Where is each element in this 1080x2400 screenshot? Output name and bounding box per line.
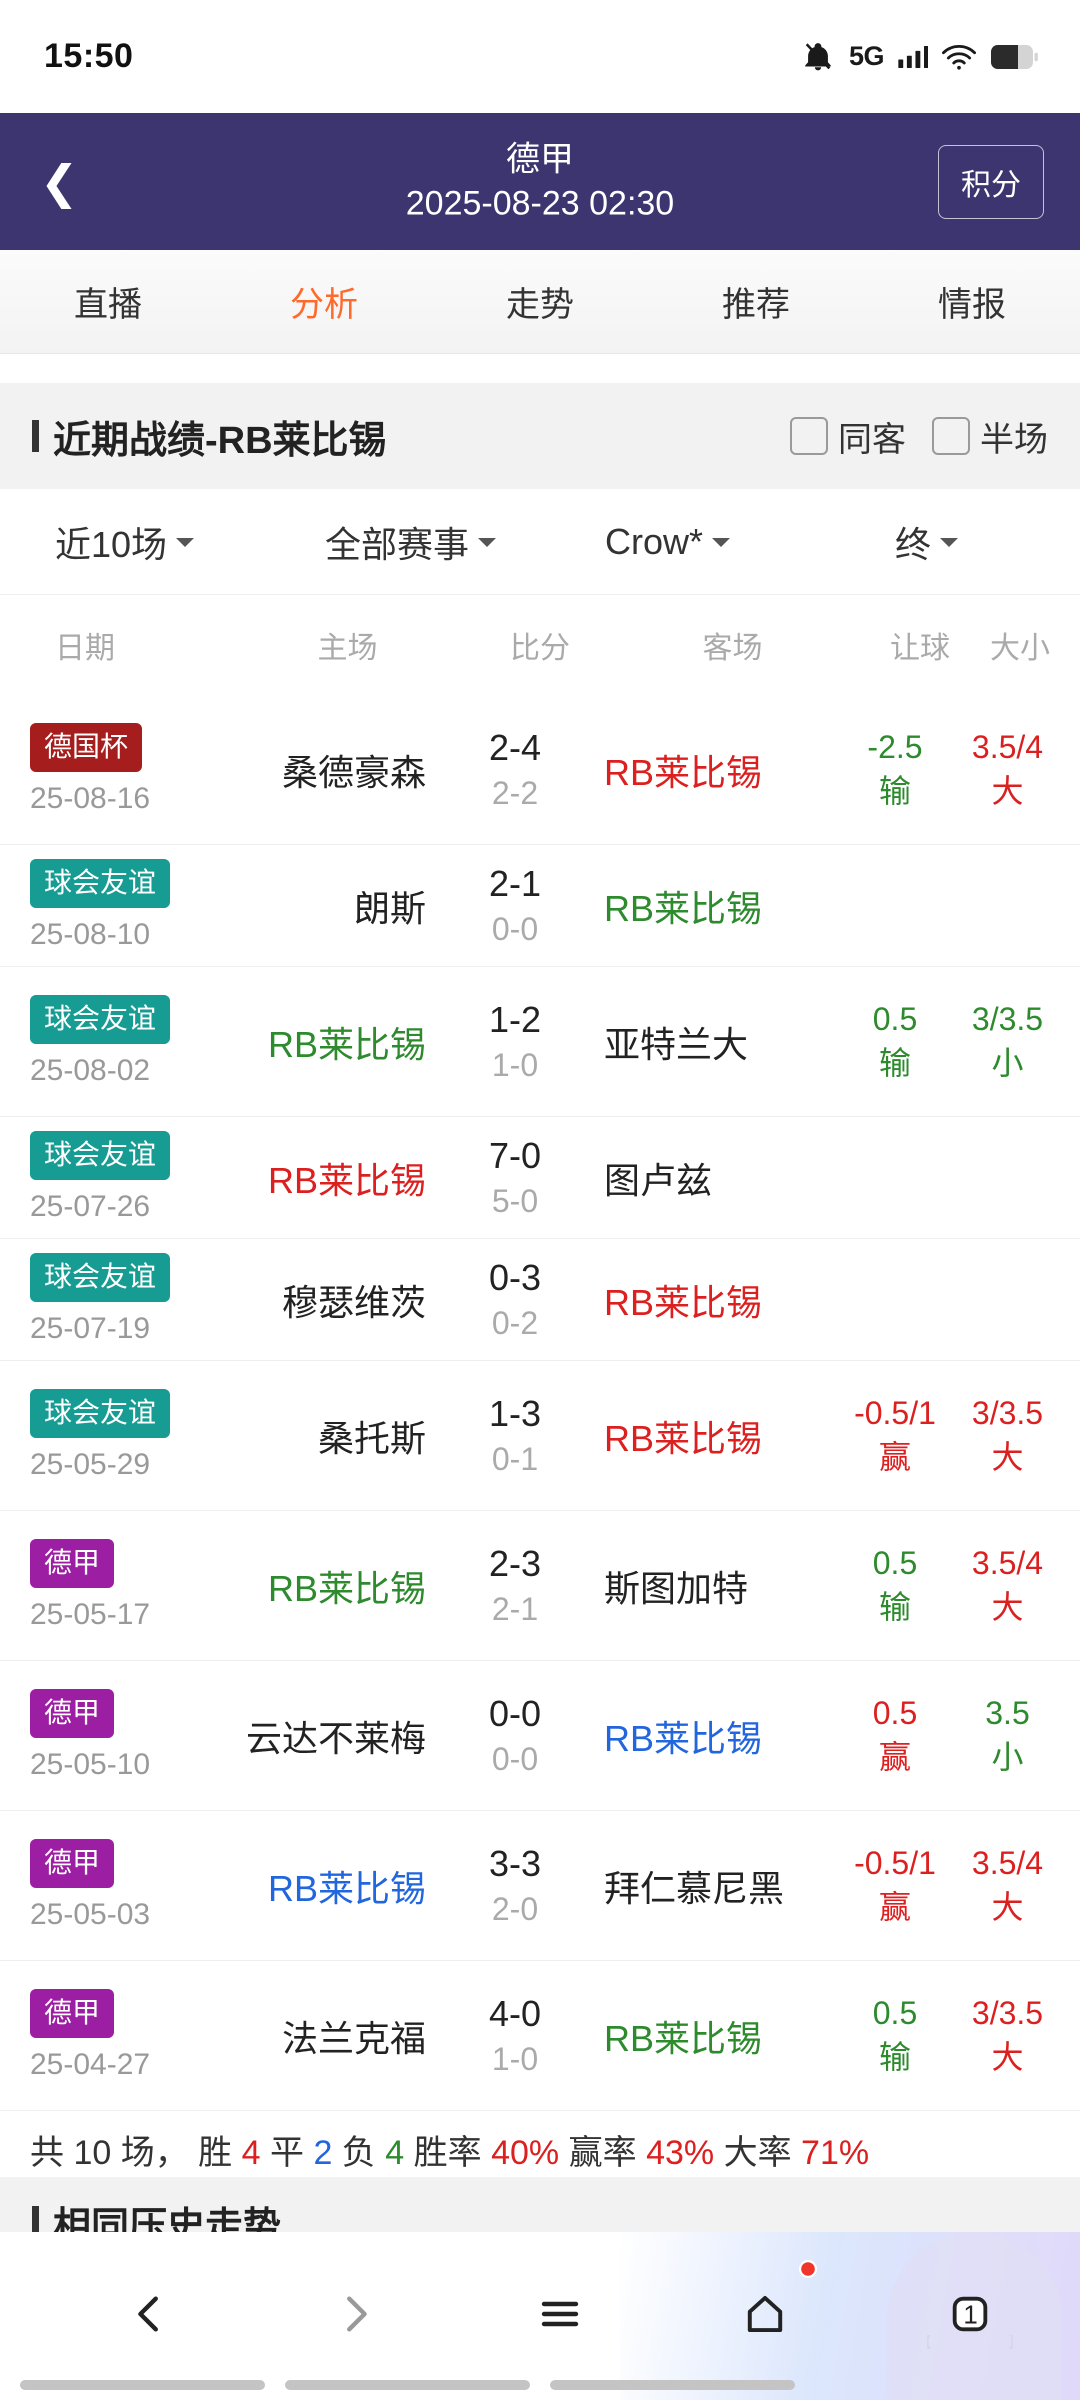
svg-text:1: 1 <box>963 2302 977 2330</box>
